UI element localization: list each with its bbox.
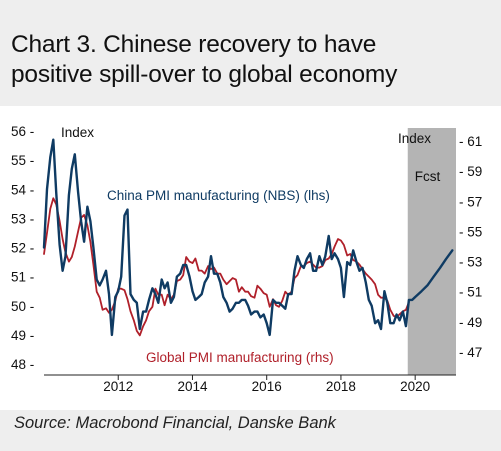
global-series-label: Global PMI manufacturing (rhs) (146, 350, 334, 365)
left-tick-label: 56 - (11, 124, 34, 139)
right-tick-label: - 61 (459, 134, 482, 149)
chart-title: Chart 3. Chinese recovery to have positi… (11, 30, 491, 90)
axis-layer: 2012 2014 2016 2018 2020 48 - 49 - 50 - 51 - 52 -… (11, 124, 482, 394)
forecast-label: Fcst (415, 169, 441, 184)
right-tick-label: - 59 (459, 164, 482, 179)
label-layer: China PMI manufacturing (NBS) (lhs) Globa… (107, 188, 334, 365)
chart-title-line-1: Chart 3. Chinese recovery to have (11, 31, 377, 58)
right-tick-label: - 55 (459, 224, 482, 239)
x-tick-label: 2012 (103, 379, 133, 394)
left-tick-label: 48 - (11, 357, 34, 372)
left-tick-label: 50 - (11, 299, 34, 314)
x-tick-label: 2018 (326, 379, 356, 394)
source-note: Source: Macrobond Financial, Danske Bank (14, 414, 336, 432)
left-tick-label: 54 - (11, 182, 34, 197)
right-tick-label: - 51 (459, 285, 482, 300)
china-series-label: China PMI manufacturing (NBS) (lhs) (107, 188, 330, 203)
left-axis-label: Index (61, 125, 94, 140)
china-pmi-line (42, 138, 454, 337)
right-tick-label: - 53 (459, 255, 482, 270)
right-tick-label: - 57 (459, 194, 482, 209)
x-tick-label: 2016 (252, 379, 282, 394)
x-tick-label: 2020 (400, 379, 430, 394)
left-tick-label: 55 - (11, 153, 34, 168)
left-tick-label: 53 - (11, 211, 34, 226)
global-pmi-line (43, 197, 410, 337)
forecast-band-layer: Fcst (407, 128, 456, 375)
left-tick-label: 49 - (11, 328, 34, 343)
left-tick-label: 51 - (11, 270, 34, 285)
chart-title-line-2: positive spill-over to global economy (11, 61, 398, 88)
right-axis-label: Index (398, 131, 431, 146)
forecast-band (407, 128, 456, 375)
left-tick-label: 52 - (11, 241, 34, 256)
right-tick-label: - 47 (459, 345, 482, 360)
x-tick-label: 2014 (177, 379, 208, 394)
right-tick-label: - 49 (459, 315, 482, 330)
series-layer (42, 138, 454, 337)
